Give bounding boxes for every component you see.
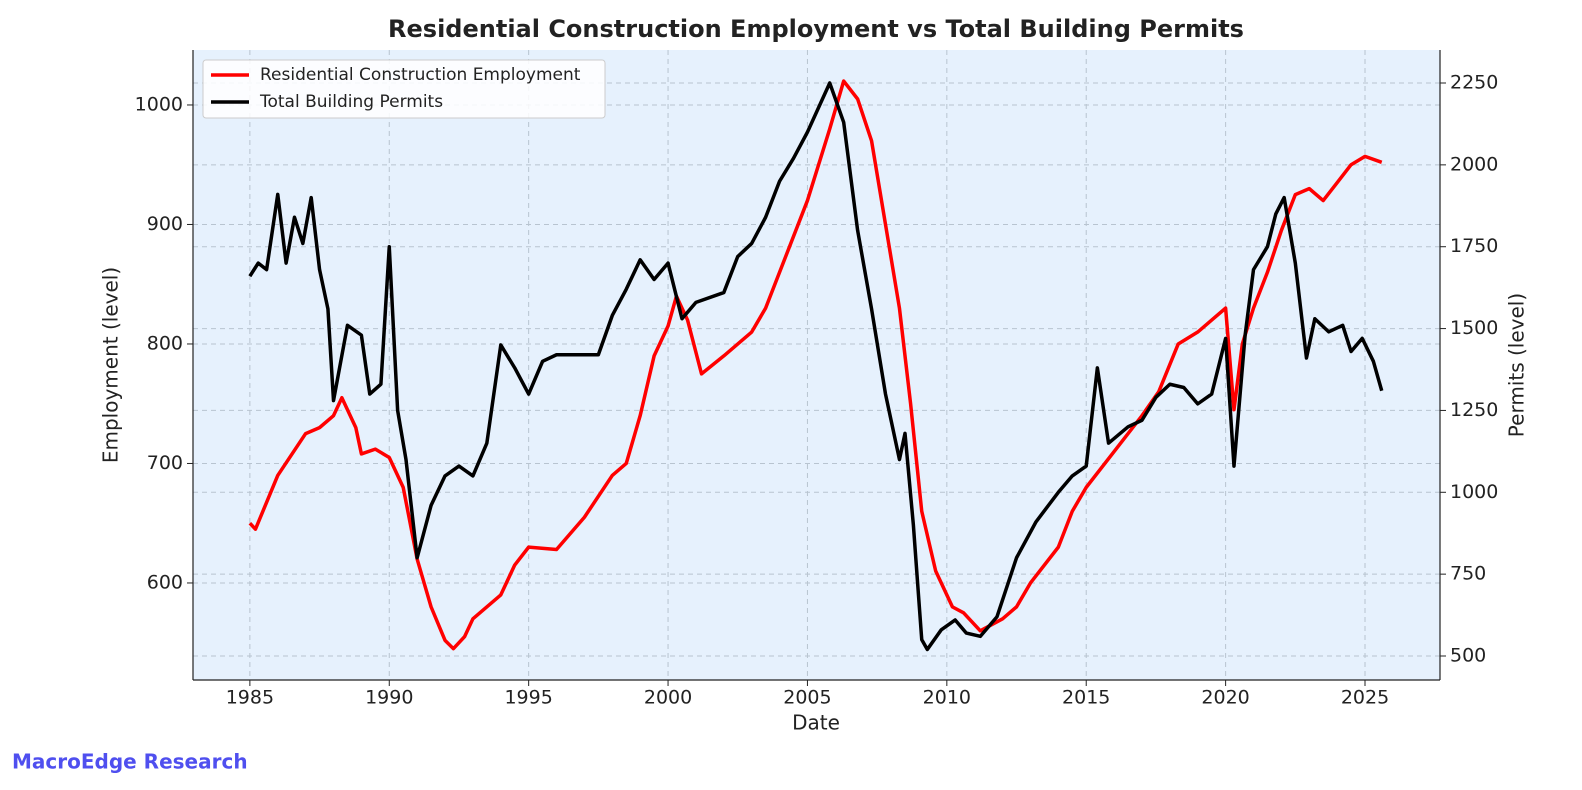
legend: Residential Construction Employment Total… bbox=[202, 59, 606, 119]
x-tick-label: 1995 bbox=[504, 687, 552, 709]
x-tick-label: 2010 bbox=[923, 687, 971, 709]
legend-box bbox=[202, 59, 606, 119]
y-axis-label: Employment (level) bbox=[99, 267, 123, 463]
y-tick-label: 900 bbox=[147, 213, 183, 235]
axes: 1985 1990 1995 2000 2005 2010 2015 2020 2025 600 7… bbox=[135, 50, 1498, 709]
lines bbox=[248, 79, 1384, 652]
legend-label: Residential Construction Employment bbox=[260, 65, 581, 85]
y2-tick-label: 1750 bbox=[1450, 235, 1498, 257]
y2-tick-label: 1000 bbox=[1450, 481, 1498, 503]
y2-tick-label: 1250 bbox=[1450, 399, 1498, 421]
x-tick-label: 1985 bbox=[226, 687, 274, 709]
y2-tick-label: 500 bbox=[1450, 644, 1486, 666]
y-tick-label: 700 bbox=[147, 452, 183, 474]
x-tick-label: 2000 bbox=[644, 687, 692, 709]
series-line bbox=[248, 81, 1384, 652]
y2-tick-label: 1500 bbox=[1450, 317, 1498, 339]
plot-area bbox=[193, 50, 1440, 680]
x-axis-label: Date bbox=[792, 711, 840, 735]
y-tick-label: 800 bbox=[147, 332, 183, 354]
y-tick-label: 600 bbox=[147, 571, 183, 593]
y2-tick-label: 2250 bbox=[1450, 72, 1498, 94]
chart-title: Residential Construction Employment vs T… bbox=[388, 15, 1244, 43]
y-tick-label: 1000 bbox=[135, 93, 183, 115]
watermark: MacroEdge Research bbox=[12, 750, 248, 774]
x-tick-label: 2020 bbox=[1201, 687, 1249, 709]
y2-tick-label: 750 bbox=[1450, 563, 1486, 585]
x-tick-label: 2015 bbox=[1062, 687, 1110, 709]
y2-tick-label: 2000 bbox=[1450, 153, 1498, 175]
x-tick-label: 1990 bbox=[365, 687, 413, 709]
y2-axis-label: Permits (level) bbox=[1505, 293, 1529, 437]
x-tick-label: 2025 bbox=[1341, 687, 1389, 709]
x-tick-label: 2005 bbox=[783, 687, 831, 709]
legend-label: Total Building Permits bbox=[259, 92, 443, 112]
